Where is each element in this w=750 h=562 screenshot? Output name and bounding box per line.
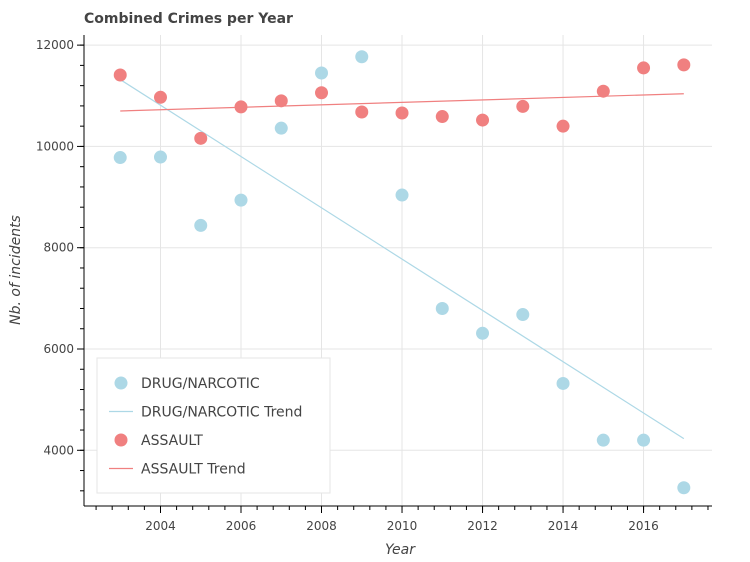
data-point [355, 105, 369, 119]
data-point [355, 50, 369, 64]
legend: DRUG/NARCOTIC DRUG/NARCOTIC Trend ASSAULT A… [96, 357, 331, 494]
legend-box [96, 357, 331, 494]
data-point [476, 326, 490, 340]
data-point [556, 119, 570, 133]
legend-marker [114, 433, 128, 447]
legend-label: ASSAULT Trend [141, 462, 246, 478]
data-point [315, 66, 329, 80]
data-point [153, 150, 167, 164]
data-point [435, 301, 449, 315]
data-point [516, 308, 530, 322]
data-point [194, 131, 208, 145]
data-point [596, 84, 610, 98]
data-point [274, 121, 288, 135]
data-point [113, 68, 127, 82]
data-point [637, 61, 651, 75]
x-tick-label: 2012 [467, 519, 498, 533]
data-point [516, 99, 530, 113]
y-tick-label: 10000 [36, 139, 74, 153]
x-tick-label: 2016 [628, 519, 659, 533]
x-tick-label: 2008 [306, 519, 337, 533]
data-point [113, 151, 127, 165]
y-tick-label: 12000 [36, 38, 74, 52]
data-point [476, 113, 490, 127]
data-point [596, 433, 610, 447]
x-axis-label: Year [385, 542, 416, 558]
data-point [556, 376, 570, 390]
trend-line [119, 79, 685, 440]
data-point [677, 58, 691, 72]
data-point [234, 100, 248, 114]
data-point [677, 481, 691, 495]
x-tick-label: 2004 [145, 519, 176, 533]
plot-area [113, 50, 691, 495]
trend-line [120, 93, 684, 112]
axes: 2004 2006 2008 2010 2012 2014 2016 4000 6000 8000… [36, 35, 712, 533]
legend-marker [114, 376, 128, 390]
legend-label: DRUG/NARCOTIC [141, 376, 260, 392]
data-point [637, 433, 651, 447]
y-tick-label: 6000 [43, 342, 74, 356]
data-point [395, 106, 409, 120]
y-axis-label: Nb. of incidents [8, 215, 24, 325]
x-tick-label: 2006 [226, 519, 257, 533]
data-point [194, 218, 208, 232]
data-point [234, 193, 248, 207]
x-tick-label: 2010 [387, 519, 418, 533]
data-point [274, 94, 288, 108]
legend-label: ASSAULT [141, 433, 203, 449]
x-tick-label: 2014 [548, 519, 579, 533]
data-point [315, 86, 329, 100]
y-tick-label: 4000 [43, 443, 74, 457]
data-point [153, 90, 167, 104]
y-tick-label: 8000 [43, 241, 74, 255]
legend-label: DRUG/NARCOTIC Trend [141, 405, 302, 421]
data-point [435, 110, 449, 124]
chart-title: Combined Crimes per Year [84, 11, 293, 27]
data-point [395, 188, 409, 202]
